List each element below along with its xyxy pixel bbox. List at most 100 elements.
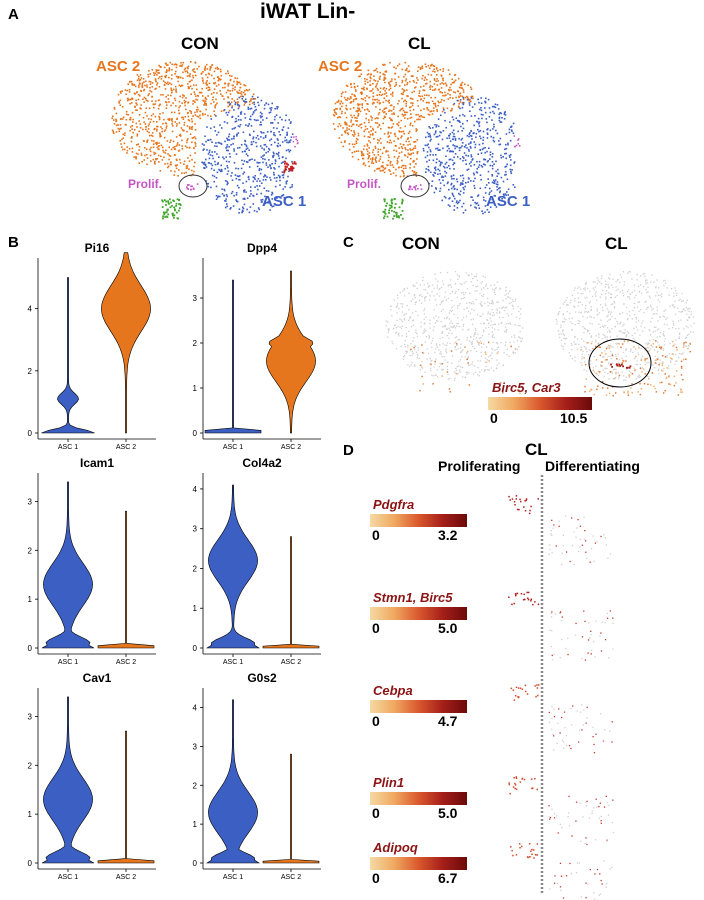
tsne-point-asc2 [196,99,199,101]
feature-point-diff [551,659,554,661]
feature-point-grey [605,304,607,306]
tsne-point-asc2 [213,88,216,90]
tsne-point-asc1 [271,205,273,208]
tsne-point-asc2 [119,124,122,126]
feature-point-grey [430,370,432,372]
tsne-point-asc2 [400,92,403,95]
feature-point-grey [562,330,564,332]
feature-point-prolif [519,687,522,689]
tsne-point-asc2 [346,108,348,111]
tsne-point-asc1 [501,198,503,200]
tsne-point-asc1 [444,196,447,199]
feature-point-grey [482,275,484,277]
feature-point-grey [431,346,433,348]
tsne-point-asc1 [252,111,255,113]
tsne-point-asc2 [370,162,373,164]
tsne-point-asc2 [146,130,149,133]
violin-y-tick-label: 0 [193,429,198,438]
feature-point-grey [431,374,433,376]
feature-point-grey [600,277,603,280]
tsne-point-asc1 [291,184,293,186]
tsne-point-asc1 [428,126,430,128]
feature-point-grey [488,369,490,371]
tsne-point-asc2 [141,82,144,84]
tsne-point-asc2 [433,65,436,67]
tsne-point-asc2 [404,84,406,86]
tsne-point-green [178,209,180,212]
tsne-point-asc1 [243,160,246,162]
tsne-point-asc1 [504,171,507,173]
feature-point-grey [407,344,409,346]
tsne-point-asc1 [459,190,462,193]
tsne-point-asc2 [356,117,358,119]
tsne-point-asc2 [355,140,357,143]
feature-point-grey [483,322,485,324]
tsne-point-asc1 [283,196,286,199]
tsne-point-asc1 [207,153,210,155]
feature-point-grey [409,365,411,367]
feature-point-grey [662,315,664,317]
feature-point-grey [586,317,588,319]
tsne-point-red [284,162,286,165]
tsne-point-asc2 [142,78,145,80]
feature-point-grey [603,326,605,328]
tsne-point-asc1 [500,154,502,157]
tsne-point-asc2 [414,120,416,123]
feature-point-grey [586,296,588,299]
tsne-point-asc2 [369,84,372,86]
feature-point-grey [675,339,677,341]
tsne-point-asc1 [444,175,447,177]
tsne-point-asc1 [242,206,244,209]
feature-point-grey [436,287,438,289]
feature-point-grey [479,315,481,317]
tsne-point-asc1 [231,172,233,174]
feature-point-diff [579,729,581,731]
tsne-point-asc1 [489,206,492,208]
tsne-point-asc2 [410,116,413,119]
tsne-point-asc1 [243,100,245,103]
tsne-point-asc1 [461,205,463,208]
tsne-point-green [394,203,397,205]
tsne-point-asc1 [252,203,255,205]
tsne-point-asc1 [274,159,277,161]
tsne-point-asc2 [384,74,386,76]
tsne-point-asc2 [380,142,382,144]
tsne-point-asc2 [175,70,177,73]
feature-point-grey [455,369,457,371]
tsne-point-asc2 [353,130,355,132]
feature-point-grey [484,357,487,359]
tsne-point-asc2 [176,143,179,146]
tsne-point-asc1 [495,206,498,208]
tsne-point-asc2 [447,69,450,71]
feature-point-diff [590,548,593,550]
feature-point-diff [586,717,588,719]
feature-point-grey [658,373,660,375]
feature-point-grey [646,375,648,377]
feature-point-grey [445,328,448,330]
tsne-point-asc2 [208,86,211,89]
feature-point-prolif [530,850,532,852]
tsne-point-asc2 [379,148,382,151]
tsne-point-asc1 [474,206,476,208]
feature-point-grey [563,321,565,323]
tsne-point-asc2 [202,95,204,97]
tsne-point-asc2 [174,164,177,167]
tsne-point-asc1 [240,119,242,121]
tsne-point-asc1 [256,193,258,195]
tsne-point-green [176,217,179,220]
tsne-point-asc1 [485,184,488,186]
feature-point-grey [397,325,399,328]
tsne-point-asc1 [495,129,497,132]
tsne-point-asc1 [439,187,442,190]
tsne-point-asc2 [372,95,374,98]
tsne-point-asc2 [195,74,197,77]
feature-point-grey [679,298,681,300]
tsne-point-asc2 [164,163,166,165]
tsne-point-asc2 [146,115,148,117]
tsne-point-asc2 [175,66,178,69]
tsne-point-asc2 [417,105,420,107]
tsne-point-asc1 [485,118,488,120]
tsne-point-asc1 [492,136,495,139]
feature-point-high [480,342,483,344]
tsne-point-asc2 [460,83,463,85]
